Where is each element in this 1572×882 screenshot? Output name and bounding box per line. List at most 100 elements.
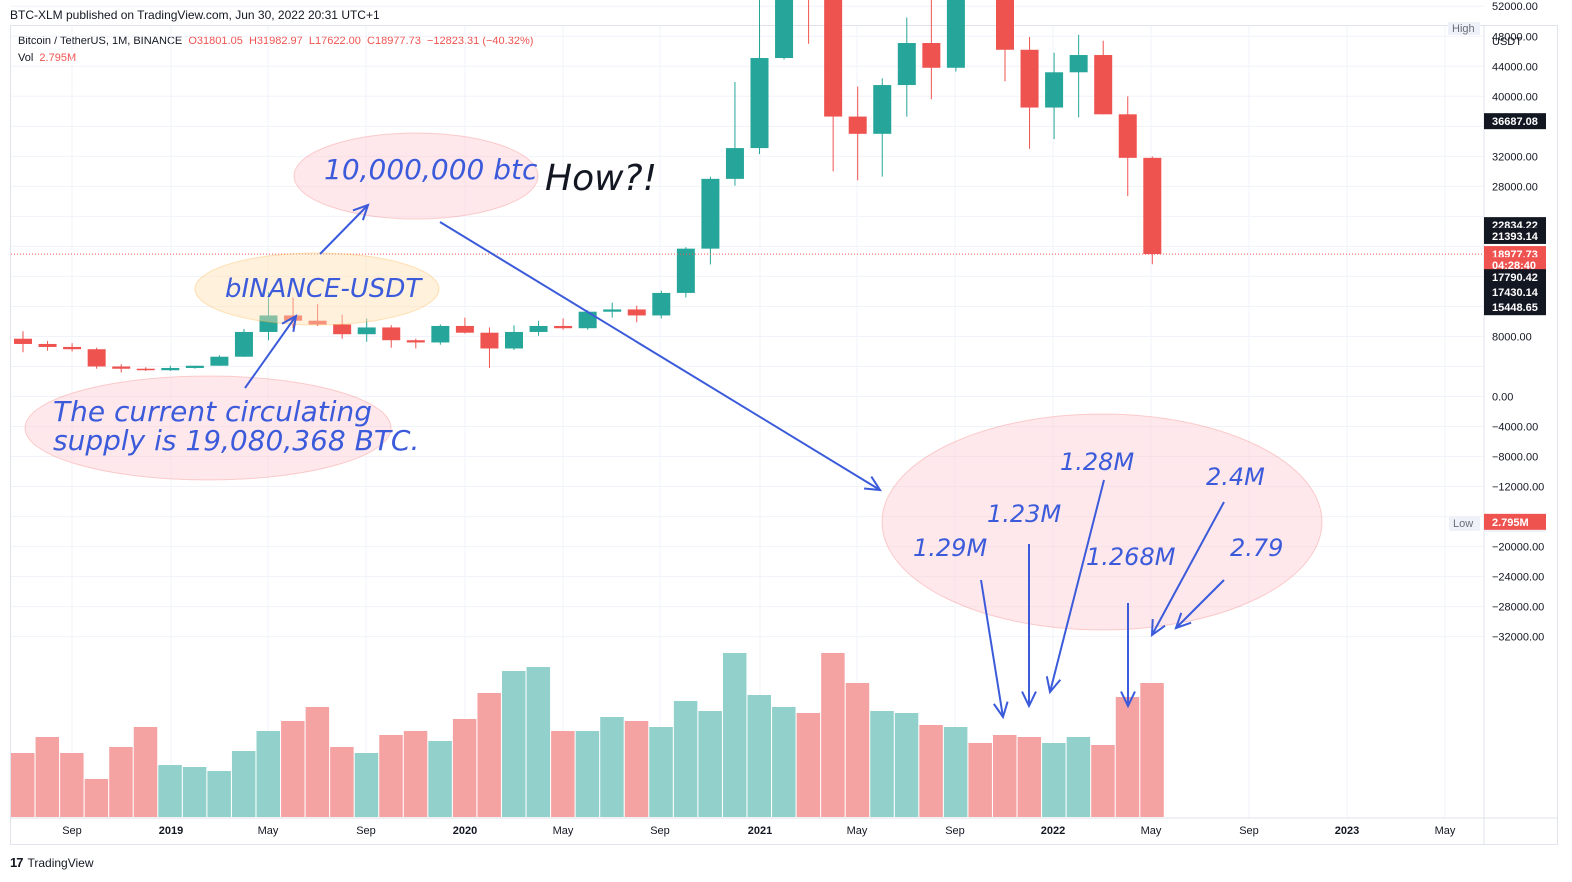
volume-ellipse (881, 413, 1323, 631)
volume-bar (305, 707, 330, 817)
candle-body (848, 116, 867, 134)
candle-body (161, 367, 180, 371)
price-tick-label: −20000.00 (1492, 542, 1544, 554)
volume-bar (722, 653, 747, 817)
candle-body (406, 340, 425, 343)
arrow-vol-1-head (993, 701, 1009, 720)
price-tick-label: −4000.00 (1492, 422, 1538, 434)
price-tick-label: −32000.00 (1492, 632, 1544, 644)
time-tick-label: Sep (650, 825, 670, 837)
candle-body (1045, 72, 1064, 108)
tradingview-brand: TradingView (27, 855, 94, 870)
candle-body (185, 365, 204, 368)
legend-close: C18977.73 (367, 35, 421, 47)
price-label: 15448.65 (1492, 302, 1538, 314)
candle-body (1020, 49, 1039, 108)
price-tick-label: −24000.00 (1492, 572, 1544, 584)
candle-body (505, 331, 523, 349)
arrow-vol-1 (980, 579, 1004, 718)
candle-body (480, 332, 499, 349)
volume-bar (1140, 683, 1164, 817)
price-label-box (1484, 257, 1546, 274)
candle-body (750, 58, 769, 149)
symbol-name: Bitcoin / TetherUS, 1M, BINANCE (18, 35, 183, 47)
vol-annotation-5: 2.4M (1206, 463, 1265, 491)
candle-body (922, 43, 941, 68)
publish-header: BTC-XLM published on TradingView.com, Ju… (10, 8, 380, 22)
volume-bar (84, 779, 109, 817)
volume-bar (698, 711, 722, 817)
supply-annotation-line1: The current circulating (53, 395, 372, 428)
candle-body (14, 338, 32, 344)
price-label: 2.795M (1492, 517, 1529, 529)
price-label: 17790.42 (1492, 272, 1538, 284)
price-label: 17430.14 (1492, 287, 1539, 299)
price-tick-label: 0.00 (1492, 392, 1513, 404)
tradingview-logo-icon: 17 (10, 855, 24, 870)
arrow-binance-to-btc-head (352, 203, 370, 221)
high-tag (1448, 22, 1480, 35)
arrow-vol-6-head (1174, 612, 1192, 630)
time-tick-label: May (847, 825, 868, 837)
price-label: 21393.14 (1492, 231, 1539, 243)
candle-body (308, 320, 327, 325)
price-label-box (1484, 227, 1546, 244)
price-label-box (1484, 113, 1546, 130)
arrow-vol-5 (1151, 501, 1225, 636)
volume-bar (772, 707, 796, 817)
candle-body (1094, 55, 1113, 115)
btc-ellipse (293, 132, 539, 220)
volume-bar (403, 731, 428, 817)
time-tick-label: 2019 (159, 825, 183, 837)
price-label-box (1484, 284, 1546, 301)
price-tick-label: −12000.00 (1492, 482, 1544, 494)
price-tick-label: 48000.00 (1492, 31, 1538, 43)
time-tick-label: Sep (356, 825, 376, 837)
candle-body (1118, 114, 1137, 158)
volume-bar (477, 693, 501, 817)
arrow-vol-3-head (1045, 676, 1062, 695)
price-tick-label: 8000.00 (1492, 331, 1532, 343)
legend-low: L17622.00 (308, 35, 361, 47)
candle-body (897, 43, 916, 86)
volume-bar (919, 725, 943, 817)
symbol-legend: Bitcoin / TetherUS, 1M, BINANCE O31801.0… (18, 35, 533, 47)
price-label: 04:28:40 (1492, 260, 1536, 272)
volume-bar (575, 731, 600, 817)
low-tag (1449, 516, 1480, 531)
time-tick-label: 2023 (1335, 825, 1359, 837)
candle-body (63, 346, 82, 350)
price-label: 36687.08 (1492, 116, 1538, 128)
volume-bar (354, 753, 379, 817)
time-tick-label: May (1435, 825, 1456, 837)
time-tick-label: Sep (1239, 825, 1259, 837)
volume-bar (673, 701, 698, 817)
volume-bar (1042, 743, 1066, 817)
volume-bar (11, 753, 35, 817)
candle-body (259, 315, 278, 332)
volume-bar (330, 747, 354, 817)
how-annotation: How?! (545, 158, 657, 199)
candle-body (234, 331, 253, 357)
candle-body (1069, 55, 1088, 73)
volume-bar (158, 765, 182, 817)
high-tag-label: High (1452, 23, 1475, 35)
price-tick-label: 44000.00 (1492, 61, 1538, 73)
candle-body (529, 325, 548, 332)
supply-annotation-line2: supply is 19,080,368 BTC. (53, 424, 419, 457)
volume-bar (943, 727, 968, 817)
volume-bar (281, 721, 305, 817)
price-label-box (1484, 513, 1546, 530)
volume-value: 2.795M (39, 52, 77, 64)
candle-body (775, 0, 794, 59)
volume-bar (600, 717, 624, 817)
arrow-vol-4-head (1120, 691, 1136, 709)
candle-body (701, 178, 720, 249)
candle-body (554, 325, 573, 329)
price-axis-unit: USDT (1492, 36, 1522, 48)
volume-bar (207, 771, 231, 817)
volume-bar (894, 713, 919, 817)
candle-body (946, 0, 965, 68)
legend-high: H31982.97 (248, 35, 303, 47)
